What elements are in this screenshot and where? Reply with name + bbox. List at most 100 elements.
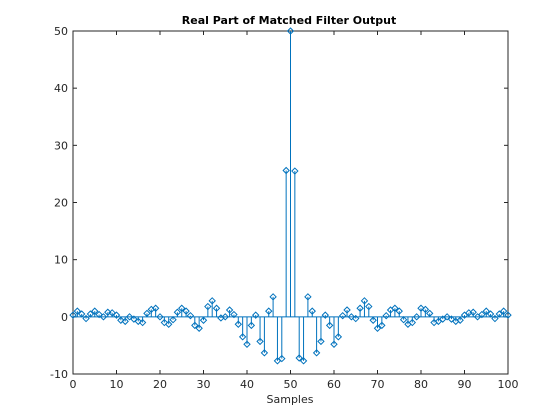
stem-marker — [373, 324, 382, 332]
stem-marker — [204, 302, 212, 311]
stem-marker — [91, 307, 99, 315]
stem-marker — [134, 317, 142, 326]
stem-marker — [360, 297, 369, 305]
chart-title: Real Part of Matched Filter Output — [182, 14, 396, 27]
x-tick-label: 0 — [70, 378, 77, 391]
marker-series — [69, 27, 512, 365]
stem-marker — [247, 321, 256, 330]
y-tick-label: 30 — [54, 139, 68, 152]
x-tick-label: 90 — [458, 378, 472, 391]
stem-marker — [195, 324, 203, 332]
stem-marker — [469, 308, 477, 316]
y-tick-label: 40 — [54, 82, 68, 95]
stem-marker — [191, 321, 199, 330]
stem-marker — [447, 315, 456, 323]
y-tick-label: 10 — [54, 254, 68, 267]
stem-marker — [125, 313, 134, 321]
stem-marker — [160, 318, 169, 327]
x-tick-label: 10 — [110, 378, 124, 391]
stem-marker — [286, 27, 295, 35]
stem-marker — [399, 315, 408, 324]
y-tick-label: -10 — [50, 368, 68, 381]
stem-marker — [412, 313, 421, 321]
stem-marker — [330, 340, 338, 348]
stem-marker — [504, 311, 512, 319]
stem-marker — [256, 337, 264, 346]
stem-marker — [164, 320, 173, 328]
stem-marker — [338, 311, 347, 320]
stem-marker — [417, 304, 425, 312]
stem-marker — [130, 315, 138, 323]
stem-marker — [325, 321, 334, 330]
x-tick-label: 40 — [240, 378, 254, 391]
y-tick-label: 50 — [54, 25, 68, 38]
x-tick-label: 80 — [414, 378, 428, 391]
stem-marker — [491, 314, 499, 323]
stem-marker — [234, 320, 243, 328]
stem-marker — [482, 307, 490, 315]
stem-marker — [117, 316, 125, 324]
stem-marker — [269, 293, 277, 301]
stem-marker — [77, 310, 86, 318]
stem-marker — [352, 314, 360, 323]
stem-marker — [99, 313, 108, 321]
stem-marker — [86, 310, 95, 318]
stem-marker — [69, 311, 77, 319]
stem-marker — [243, 340, 251, 348]
stem-marker — [260, 349, 269, 357]
stem-marker — [443, 313, 451, 321]
stem-marker — [265, 307, 273, 315]
x-tick-label: 60 — [327, 378, 341, 391]
stem-marker — [308, 307, 316, 315]
stem-marker — [304, 293, 312, 301]
x-tick-label: 20 — [153, 378, 167, 391]
stem-marker — [221, 313, 229, 321]
stem-marker — [282, 166, 290, 175]
stem-marker — [356, 304, 364, 312]
x-tick-label: 50 — [284, 378, 298, 391]
stem-marker — [391, 304, 399, 312]
stem-marker — [299, 357, 308, 365]
stem-marker — [295, 354, 303, 362]
x-axis-label: Samples — [267, 393, 314, 406]
stem-marker — [421, 305, 430, 314]
stem-marker — [321, 311, 330, 319]
stem-marker — [425, 309, 434, 318]
stem-marker — [456, 316, 464, 324]
stem-marker — [121, 317, 129, 326]
stem-marker — [82, 314, 90, 323]
x-tick-label: 30 — [197, 378, 211, 391]
stem-marker — [186, 311, 195, 320]
stem-marker — [499, 307, 508, 315]
x-tick-label: 70 — [371, 378, 385, 391]
stem-marker — [156, 313, 164, 321]
stem-marker — [365, 302, 373, 311]
stem-marker — [278, 354, 286, 363]
stem-marker — [138, 318, 147, 327]
stem-marker — [395, 307, 403, 315]
stem-marker — [73, 307, 82, 315]
stem-marker — [369, 316, 377, 324]
stem-marker — [208, 297, 216, 305]
stem-marker — [238, 333, 247, 341]
stem-marker — [317, 337, 325, 346]
x-tick-label: 100 — [498, 378, 519, 391]
stem-marker — [382, 311, 390, 320]
stem-marker — [334, 333, 343, 341]
stem-marker — [199, 316, 208, 324]
stem-marker — [478, 310, 486, 319]
stem-marker — [104, 308, 112, 316]
stem-marker — [225, 306, 234, 314]
x-axis: 0 10 20 30 40 50 60 70 80 90 100 — [70, 31, 519, 391]
y-axis: -10 0 10 20 30 40 50 — [50, 25, 508, 381]
stem-marker — [173, 308, 182, 316]
stem-marker — [169, 315, 177, 324]
y-tick-label: 0 — [61, 311, 68, 324]
stem-marker — [495, 310, 504, 318]
stem-marker — [95, 310, 103, 319]
stem-marker — [378, 321, 386, 330]
stem-marker — [251, 311, 260, 319]
stem-marker — [182, 307, 190, 315]
